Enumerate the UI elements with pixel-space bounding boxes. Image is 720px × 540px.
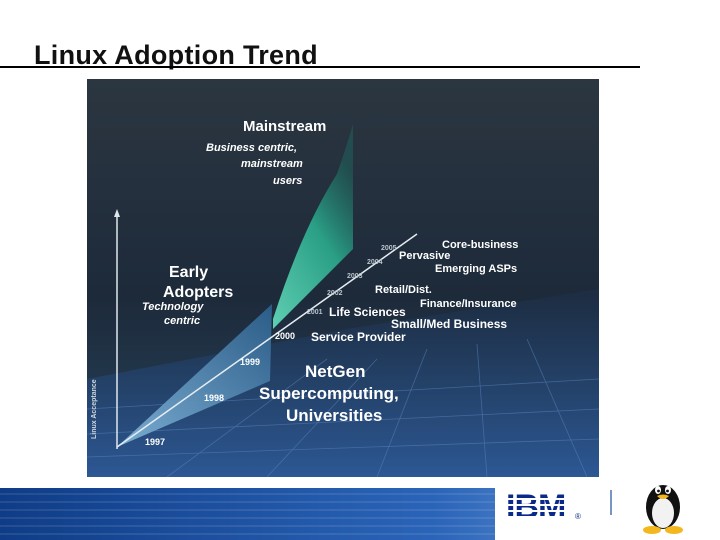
segment-pervasive: Pervasive (399, 250, 450, 262)
adoption-diagram-svg: Linux Acceptance 1997 1998 1999 2000 200… (87, 79, 599, 477)
year-2004: 2004 (367, 259, 383, 266)
year-2003: 2003 (347, 273, 363, 280)
footer-svg: IBM ® (0, 480, 720, 540)
year-1998: 1998 (204, 393, 224, 403)
title-underline (0, 66, 640, 68)
mainstream-curve (273, 124, 353, 329)
segment-service-provider: Service Provider (311, 330, 406, 344)
mainstream-desc-line-2: mainstream (241, 158, 303, 170)
timeline-axis (116, 233, 418, 448)
segment-small-med-business: Small/Med Business (391, 317, 507, 331)
y-axis-arrow (114, 209, 120, 217)
segment-life-sciences: Life Sciences (329, 305, 406, 319)
early-desc-line-2: centric (164, 315, 200, 327)
trademark-symbol: ® (575, 512, 581, 521)
y-axis-label: Linux Acceptance (91, 379, 98, 439)
mainstream-desc-line-1: Business centric, (206, 142, 297, 154)
segment-finance: Finance/Insurance (420, 298, 517, 310)
netgen-title-line-3: Universities (286, 406, 382, 425)
ibm-logo: IBM (506, 488, 565, 526)
segment-emerging-asps: Emerging ASPs (435, 263, 517, 275)
segment-core-business: Core-business (442, 239, 518, 251)
year-2002: 2002 (327, 290, 343, 297)
footer-stripes (0, 493, 495, 535)
adoption-diagram: Linux Acceptance 1997 1998 1999 2000 200… (87, 79, 599, 477)
netgen-title-line-1: NetGen (305, 362, 365, 381)
slide-title: Linux Adoption Trend (34, 40, 318, 70)
footer-bar: IBM ® (0, 480, 720, 540)
perspective-floor (87, 289, 599, 477)
year-1999: 1999 (240, 357, 260, 367)
mainstream-title: Mainstream (243, 118, 326, 135)
mainstream-desc-line-3: users (273, 175, 302, 187)
netgen-title-line-2: Supercomputing, (259, 384, 399, 403)
year-2005: 2005 (381, 245, 397, 252)
early-desc-line-1: Technology (142, 301, 204, 313)
floor-grid (87, 338, 599, 477)
early-title-line-2: Adopters (163, 284, 233, 301)
early-title-line-1: Early (169, 264, 208, 281)
year-1997: 1997 (145, 437, 165, 447)
year-2000: 2000 (275, 331, 295, 341)
year-2001: 2001 (307, 309, 323, 316)
ibm-logo-stripes (504, 492, 582, 518)
segment-retail: Retail/Dist. (375, 284, 432, 296)
tux-penguin-icon (643, 485, 683, 534)
early-adopters-curve (117, 304, 272, 447)
